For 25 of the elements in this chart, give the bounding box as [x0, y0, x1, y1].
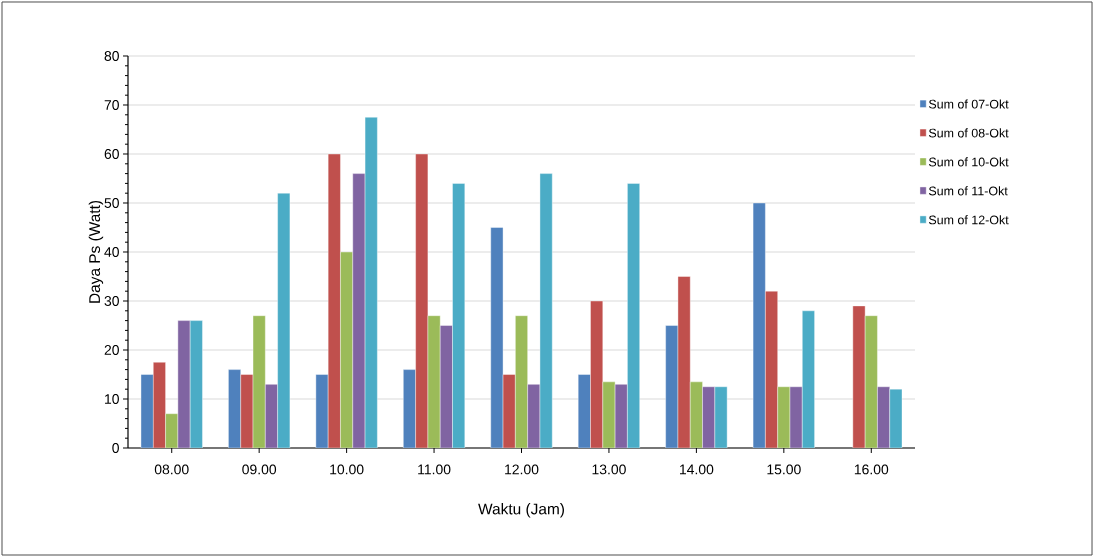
- x-tick-label: 12.00: [505, 464, 539, 475]
- x-tick-label: 16.00: [854, 464, 889, 475]
- x-tick-label: 13.00: [592, 464, 626, 475]
- y-axis-title: Daya Ps (Watt): [88, 200, 104, 303]
- y-tick-label: 50: [104, 198, 119, 208]
- legend-label: Sum of 08-Okt: [928, 128, 1009, 138]
- y-tick-label: 60: [104, 149, 119, 159]
- y-tick-label: 70: [104, 100, 119, 110]
- legend-label: Sum of 11-Okt: [928, 186, 1008, 196]
- y-tick-label: 20: [104, 345, 119, 355]
- legend-label: Sum of 07-Okt: [928, 99, 1009, 109]
- x-tick-label: 14.00: [680, 464, 714, 475]
- y-tick-label: 10: [105, 394, 119, 404]
- y-tick-label: 80: [104, 51, 119, 61]
- x-axis-title: Waktu (Jam): [478, 503, 564, 518]
- y-tick-label: 30: [104, 296, 119, 306]
- x-tick-label: 09.00: [242, 464, 277, 475]
- legend-label: Sum of 10-Okt: [928, 157, 1009, 167]
- x-tick-label: 15.00: [767, 464, 801, 475]
- x-tick-label: 10.00: [330, 464, 364, 475]
- x-tick-label: 08.00: [154, 464, 189, 475]
- y-tick-label: 0: [112, 443, 119, 453]
- x-tick-label: 11.00: [418, 464, 451, 475]
- y-tick-label: 40: [104, 247, 119, 257]
- legend-label: Sum of 12-Okt: [928, 215, 1009, 225]
